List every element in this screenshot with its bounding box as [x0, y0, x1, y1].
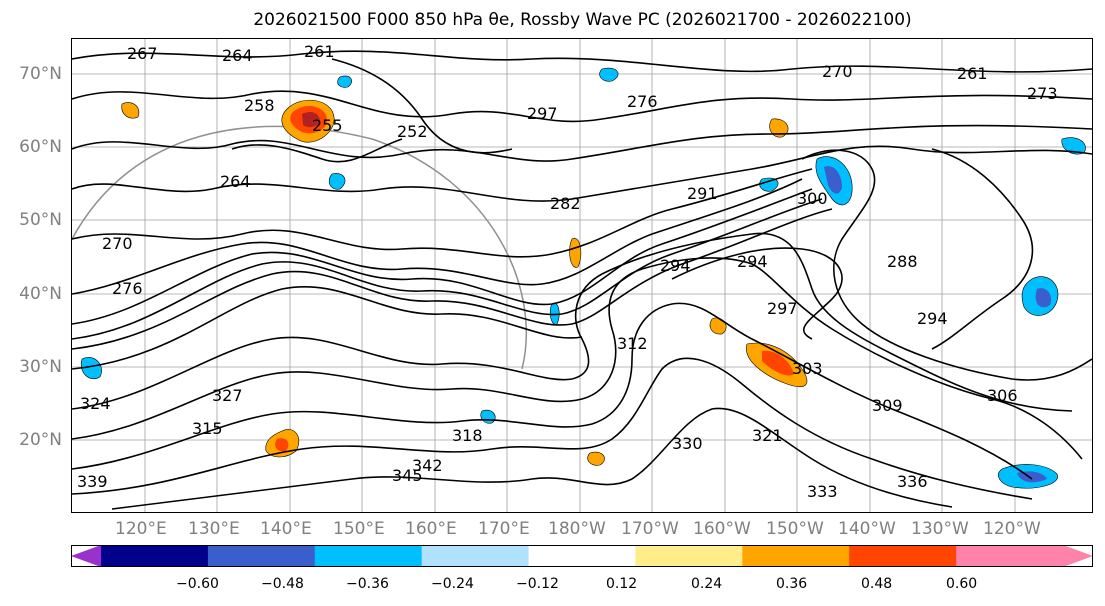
contour-label: 303 [792, 359, 823, 378]
colorbar-tick: 0.24 [691, 576, 723, 592]
graticule [72, 39, 1092, 512]
colorbar-cell [742, 545, 850, 567]
colorbar-tick: 0.60 [946, 576, 978, 592]
contour-label: 276 [627, 92, 658, 111]
contour-label: 273 [1027, 84, 1058, 103]
colorbar-cell [635, 545, 743, 567]
lon-label: 140°E [260, 519, 312, 539]
colorbar-tick: 0.48 [861, 576, 893, 592]
contour-label: 324 [80, 394, 111, 413]
lon-label: 160°W [693, 519, 751, 539]
lat-label-20n: 20°N [19, 430, 62, 450]
contour-label: 330 [672, 434, 703, 453]
colorbar-tick: 0.12 [606, 576, 638, 592]
contour-label: 333 [807, 482, 838, 501]
colorbar-cell [101, 545, 209, 567]
contour-label: 270 [822, 62, 853, 81]
contour-label: 252 [397, 122, 428, 141]
contour-label: 315 [192, 419, 223, 438]
contour-label: 297 [527, 104, 558, 123]
range-arc [72, 125, 527, 370]
colorbar-tick: −0.60 [176, 576, 219, 592]
contour-label: 264 [222, 46, 253, 65]
map-panel: 267 264 261 258 255 252 264 270 276 282 … [71, 38, 1093, 513]
contour-label: 258 [244, 96, 275, 115]
contour-label: 282 [550, 194, 581, 213]
lat-label-70n: 70°N [19, 64, 62, 84]
contour-label: 309 [872, 396, 903, 415]
lat-label-50n: 50°N [19, 210, 62, 230]
lon-label: 120°E [115, 519, 167, 539]
lon-label: 160°E [405, 519, 457, 539]
contour-label: 276 [112, 279, 143, 298]
colorbar-tick: −0.12 [516, 576, 559, 592]
colorbar-cell [421, 545, 530, 567]
contour-label: 261 [957, 64, 988, 83]
contour-label: 261 [304, 42, 335, 61]
colorbar-cell [207, 545, 316, 567]
contour-label: 294 [737, 252, 768, 271]
contour-label: 339 [77, 472, 108, 491]
map-canvas: 267 264 261 258 255 252 264 270 276 282 … [72, 39, 1092, 512]
lat-label-40n: 40°N [19, 284, 62, 304]
colorbar-cell [956, 545, 1093, 567]
contour-label: 321 [752, 426, 783, 445]
contour-label: 288 [887, 252, 918, 271]
lon-label: 170°E [478, 519, 530, 539]
contour-label: 297 [767, 299, 798, 318]
contour-label: 267 [127, 44, 158, 63]
colorbar-tick: 0.36 [776, 576, 808, 592]
colorbar [71, 545, 1093, 567]
contour-label: 255 [312, 116, 343, 135]
colorbar-cell [528, 545, 636, 567]
contour-label: 312 [617, 334, 648, 353]
lon-label: 120°W [983, 519, 1041, 539]
lon-label: 180°W [548, 519, 606, 539]
colorbar-cell [314, 545, 423, 567]
contour-label: 270 [102, 234, 133, 253]
colorbar-tick: −0.48 [261, 576, 304, 592]
figure-title: 2026021500 F000 850 hPa θe, Rossby Wave … [253, 10, 912, 30]
contour-label: 294 [917, 309, 948, 328]
contour-label: 345 [392, 466, 423, 485]
lon-label: 170°W [621, 519, 679, 539]
lon-label: 140°W [838, 519, 896, 539]
lat-label-60n: 60°N [19, 137, 62, 157]
wave-pc-shading [80, 67, 1086, 489]
colorbar-tick: −0.24 [431, 576, 474, 592]
colorbar-tick: −0.36 [346, 576, 389, 592]
lon-label: 150°W [766, 519, 824, 539]
lon-label: 150°E [333, 519, 385, 539]
contour-label: 342 [412, 456, 443, 475]
contour-label: 318 [452, 426, 483, 445]
theta-e-contours [72, 50, 1092, 510]
contour-label: 291 [687, 184, 718, 203]
colorbar-cell [849, 545, 957, 567]
lon-label: 130°W [911, 519, 969, 539]
contour-label: 306 [987, 386, 1018, 405]
contour-label: 327 [212, 386, 243, 405]
contour-label: 336 [897, 472, 928, 491]
contour-label: 294 [660, 256, 691, 275]
contour-label: 300 [797, 189, 828, 208]
contour-labels: 267 264 261 258 255 252 264 270 276 282 … [77, 42, 1058, 501]
contour-label: 264 [220, 172, 251, 191]
lon-label: 130°E [188, 519, 240, 539]
lat-label-30n: 30°N [19, 357, 62, 377]
